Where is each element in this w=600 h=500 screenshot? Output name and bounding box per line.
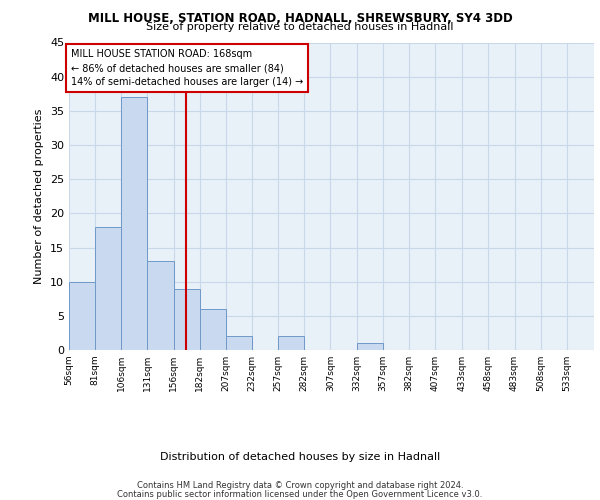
Bar <box>200 309 226 350</box>
Text: MILL HOUSE STATION ROAD: 168sqm
← 86% of detached houses are smaller (84)
14% of: MILL HOUSE STATION ROAD: 168sqm ← 86% of… <box>71 50 304 88</box>
Y-axis label: Number of detached properties: Number of detached properties <box>34 108 44 284</box>
Bar <box>278 336 304 350</box>
Bar <box>121 97 148 350</box>
Text: MILL HOUSE, STATION ROAD, HADNALL, SHREWSBURY, SY4 3DD: MILL HOUSE, STATION ROAD, HADNALL, SHREW… <box>88 12 512 26</box>
Bar <box>95 227 121 350</box>
Text: Size of property relative to detached houses in Hadnall: Size of property relative to detached ho… <box>146 22 454 32</box>
Text: Contains HM Land Registry data © Crown copyright and database right 2024.: Contains HM Land Registry data © Crown c… <box>137 481 463 490</box>
Bar <box>173 288 200 350</box>
Bar <box>69 282 95 350</box>
Bar <box>356 343 383 350</box>
Bar <box>148 261 173 350</box>
Bar <box>226 336 252 350</box>
Text: Contains public sector information licensed under the Open Government Licence v3: Contains public sector information licen… <box>118 490 482 499</box>
Text: Distribution of detached houses by size in Hadnall: Distribution of detached houses by size … <box>160 452 440 462</box>
